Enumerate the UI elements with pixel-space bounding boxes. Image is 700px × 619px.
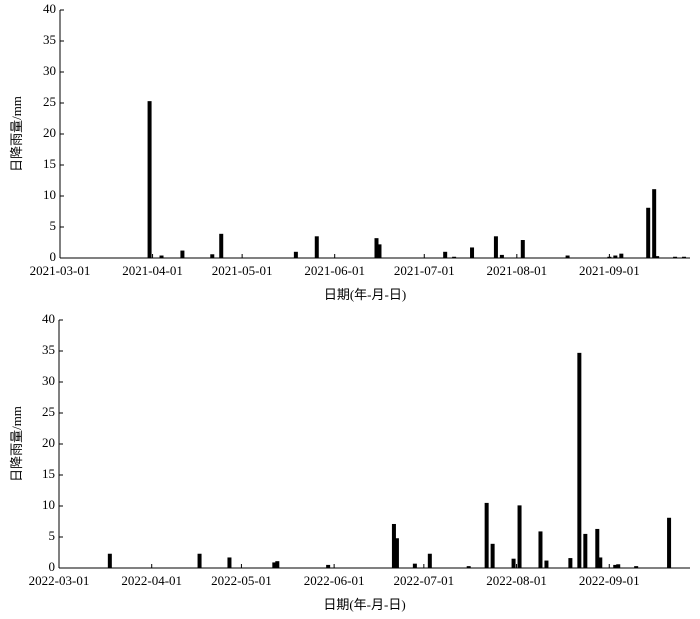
bar (565, 255, 570, 258)
bar (577, 352, 582, 568)
bar (499, 254, 504, 258)
bar (484, 502, 489, 568)
bar (197, 553, 202, 568)
y-tick-label: 10 (43, 187, 56, 202)
bar (598, 557, 603, 568)
x-tick-label: 2021-06-01 (304, 263, 365, 278)
bar (652, 189, 657, 258)
y-tick-label: 40 (42, 311, 55, 326)
y-tick-label: 35 (43, 32, 56, 47)
bar (493, 236, 498, 258)
bar (517, 505, 522, 568)
y-tick-label: 0 (50, 249, 57, 264)
x-tick-label: 2021-03-01 (30, 263, 91, 278)
y-tick-label: 30 (42, 373, 55, 388)
bar (470, 247, 475, 258)
bar (619, 253, 624, 258)
x-tick-label: 2021-05-01 (212, 263, 273, 278)
y-tick-label: 35 (42, 342, 55, 357)
bar (147, 101, 152, 258)
bar (275, 561, 280, 568)
bar (374, 238, 379, 258)
bar (314, 236, 319, 258)
bar (391, 523, 396, 568)
y-tick-label: 10 (42, 497, 55, 512)
y-tick-label: 30 (43, 63, 56, 78)
x-tick-label: 2021-08-01 (486, 263, 547, 278)
bar (443, 251, 448, 258)
bar (107, 553, 112, 568)
bar (394, 538, 399, 568)
x-tick-label: 2022-08-01 (486, 573, 547, 588)
bar (180, 250, 185, 258)
x-tick-label: 2022-03-01 (29, 573, 90, 588)
y-tick-label: 40 (43, 1, 56, 16)
bar (377, 244, 382, 258)
x-tick-label: 2021-09-01 (579, 263, 640, 278)
x-tick-label: 2022-09-01 (579, 573, 640, 588)
bar (544, 560, 549, 568)
y-tick-label: 5 (49, 528, 56, 543)
x-tick-label: 2022-06-01 (304, 573, 365, 588)
bar (466, 566, 471, 568)
x-tick-label: 2022-04-01 (121, 573, 182, 588)
bar (452, 256, 457, 258)
bar (427, 553, 432, 568)
bar (613, 255, 618, 258)
bar (412, 563, 417, 568)
y-axis-label: 日降雨量/mm (9, 96, 24, 172)
bar (520, 240, 525, 258)
x-axis-label: 日期(年-月-日) (323, 597, 405, 612)
bar (613, 564, 618, 568)
y-tick-label: 15 (43, 156, 56, 171)
y-tick-label: 15 (42, 466, 55, 481)
bar (219, 233, 224, 258)
bar (511, 558, 516, 568)
bar (568, 558, 573, 568)
x-tick-label: 2021-07-01 (394, 263, 455, 278)
bar (655, 256, 660, 258)
bar (616, 564, 621, 568)
bar (583, 533, 588, 568)
y-tick-label: 0 (49, 559, 56, 574)
bar (682, 256, 687, 258)
bar (272, 562, 277, 568)
bar (607, 256, 612, 258)
bar (673, 256, 678, 258)
bar (538, 531, 543, 568)
x-tick-label: 2021-04-01 (122, 263, 183, 278)
bar (293, 251, 298, 258)
y-tick-label: 25 (43, 94, 56, 109)
y-tick-label: 20 (42, 435, 55, 450)
x-axis-label: 日期(年-月-日) (324, 287, 406, 302)
y-tick-label: 20 (43, 125, 56, 140)
bar (646, 207, 651, 258)
bar (326, 564, 331, 568)
bar (634, 566, 639, 568)
x-tick-label: 2022-05-01 (211, 573, 272, 588)
bar (159, 255, 164, 258)
y-tick-label: 5 (50, 218, 57, 233)
y-tick-label: 25 (42, 404, 55, 419)
bar (490, 543, 495, 568)
x-tick-label: 2022-07-01 (394, 573, 455, 588)
bar (227, 557, 232, 568)
bar (210, 254, 215, 258)
bar (667, 517, 672, 568)
bar (595, 528, 600, 568)
y-axis-label: 日降雨量/mm (9, 406, 24, 482)
